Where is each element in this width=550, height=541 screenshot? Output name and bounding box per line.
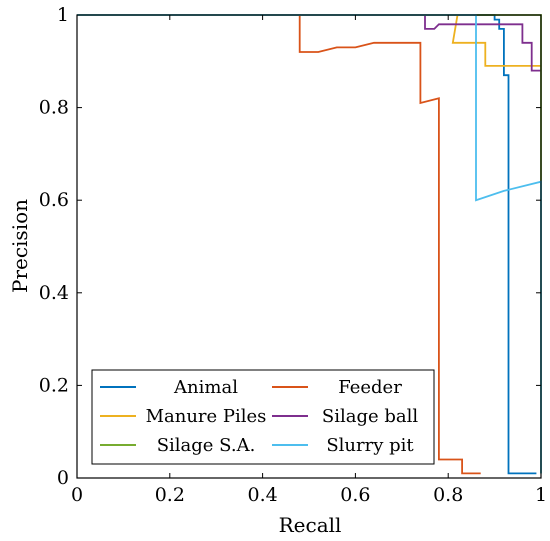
y-tick-label: 0.8 bbox=[39, 97, 69, 119]
legend-label-feeder: Feeder bbox=[338, 377, 402, 398]
y-tick-label: 1 bbox=[57, 4, 69, 26]
x-tick-label: 0.4 bbox=[247, 484, 277, 506]
legend-box bbox=[91, 369, 435, 465]
y-tick-label: 0.2 bbox=[39, 374, 69, 396]
ticks-layer: 0 0.2 0.4 0.6 0.8 1 0 0.2 0.4 0.6 0.8 1 bbox=[39, 4, 547, 506]
x-tick-label: 0.6 bbox=[340, 484, 370, 506]
legend-label-slurry-pit: Slurry pit bbox=[326, 435, 414, 456]
y-tick-label: 0 bbox=[57, 467, 69, 489]
x-tick-label: 0.2 bbox=[155, 484, 185, 506]
y-tick-label: 0.6 bbox=[39, 189, 69, 211]
x-tick-label: 0 bbox=[71, 484, 83, 506]
legend: Animal Feeder Manure Piles Silage ball Silag… bbox=[91, 369, 435, 465]
legend-label-silage-ball: Silage ball bbox=[322, 406, 418, 427]
legend-label-animal: Animal bbox=[173, 377, 238, 398]
series-line-animal bbox=[77, 14, 537, 475]
series-line-manure-piles bbox=[77, 14, 541, 67]
series-line-silage-ball bbox=[77, 14, 541, 72]
legend-label-manure-piles: Manure Piles bbox=[146, 406, 267, 427]
y-axis-title: Precision bbox=[8, 199, 32, 293]
legend-items: Animal Feeder Manure Piles Silage ball Silag… bbox=[100, 377, 418, 456]
legend-label-silage-s-a: Silage S.A. bbox=[157, 435, 256, 456]
y-tick-label: 0.4 bbox=[39, 282, 69, 304]
series-line-feeder bbox=[77, 14, 481, 475]
x-axis-title: Recall bbox=[279, 513, 342, 537]
plot-area-frame bbox=[76, 14, 542, 479]
x-tick-label: 0.8 bbox=[433, 484, 463, 506]
x-tick-label: 1 bbox=[535, 484, 547, 506]
